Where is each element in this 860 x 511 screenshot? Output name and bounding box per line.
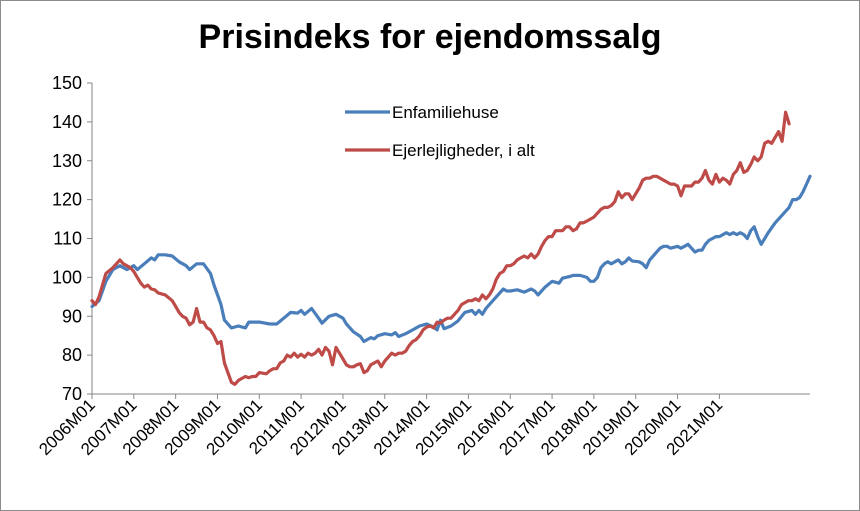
x-axis: 2006M012007M012008M012009M012010M012011M… — [35, 393, 810, 459]
y-tick-label: 80 — [62, 345, 82, 365]
y-tick-label: 150 — [52, 73, 82, 93]
y-axis: 70 80 90 100 110 120 130 140 150 — [52, 73, 93, 404]
legend-label: Ejerlejligheder, i alt — [392, 141, 535, 160]
y-tick-label: 110 — [53, 229, 82, 249]
y-tick-label: 100 — [52, 267, 82, 287]
y-tick-label: 90 — [62, 306, 82, 326]
series-lines — [90, 110, 812, 386]
y-tick-label: 140 — [52, 112, 82, 132]
legend-label: Enfamiliehuse — [392, 103, 499, 122]
series-line-enfamiliehuse — [90, 174, 812, 344]
y-tick-label: 70 — [62, 384, 82, 404]
legend: Enfamiliehuse Ejerlejligheder, i alt — [345, 103, 535, 160]
series-line-ejerlejligheder — [90, 110, 791, 386]
chart-title: Prisindeks for ejendomssalg — [198, 18, 662, 56]
y-tick-label: 130 — [52, 151, 82, 171]
y-tick-label: 120 — [52, 190, 82, 210]
